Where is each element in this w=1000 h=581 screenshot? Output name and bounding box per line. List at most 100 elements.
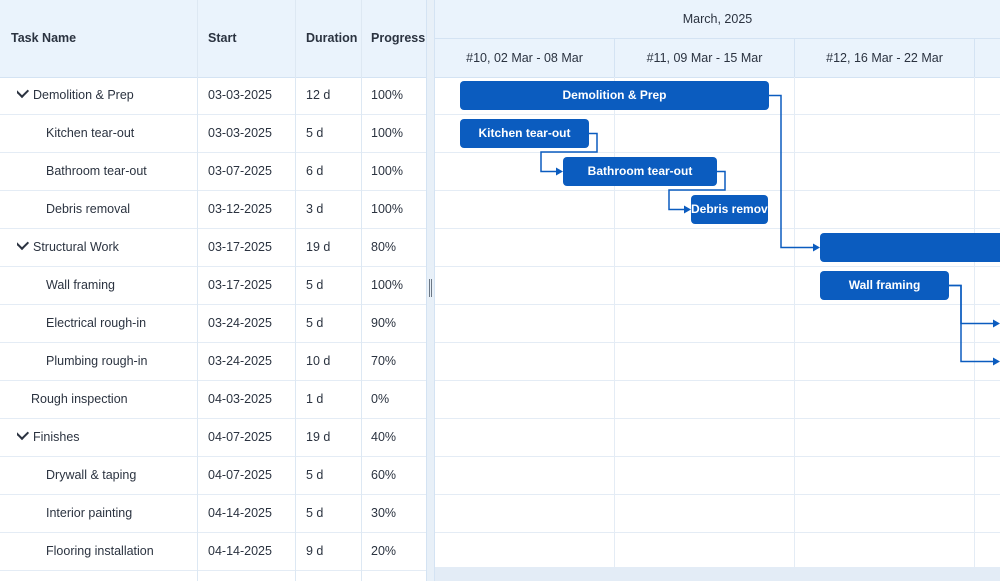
column-header-task-name[interactable]: Task Name <box>11 31 77 45</box>
horizontal-scrollbar[interactable] <box>435 567 1000 581</box>
arrow-head-icon <box>684 205 691 214</box>
timeline-row[interactable] <box>435 191 1000 229</box>
task-name-cell: Electrical rough-in <box>46 305 193 342</box>
timeline-row[interactable] <box>435 495 1000 533</box>
progress-cell: 40% <box>371 430 397 444</box>
timeline-row[interactable] <box>435 457 1000 495</box>
duration-cell: 19 d <box>306 240 331 254</box>
start-date-cell: 03-12-2025 <box>208 202 272 216</box>
start-date-cell: 04-03-2025 <box>208 392 272 406</box>
table-row[interactable]: Plumbing rough-in 03-24-2025 10 d 70% <box>0 343 426 381</box>
timeline-gridline <box>974 77 975 581</box>
dependency-link <box>668 170 726 211</box>
task-name-cell: Bathroom tear-out <box>46 153 193 190</box>
task-name-label: Finishes <box>33 430 80 444</box>
timeline-row[interactable] <box>435 229 1000 267</box>
progress-cell: 20% <box>371 544 397 558</box>
task-bar[interactable]: Wall framing <box>820 271 949 300</box>
table-row[interactable]: Demolition & Prep 03-03-2025 12 d 100% <box>0 77 426 115</box>
progress-cell: 30% <box>371 506 397 520</box>
duration-cell: 5 d <box>306 468 324 482</box>
arrow-head-icon <box>993 319 1000 328</box>
timeline-week-label: #12, 16 Mar - 22 Mar <box>794 39 974 77</box>
chevron-down-icon[interactable] <box>17 83 30 99</box>
timeline-row[interactable] <box>435 115 1000 153</box>
duration-cell: 5 d <box>306 126 324 140</box>
task-name-cell: Plumbing rough-in <box>46 343 193 380</box>
timeline-week-label <box>974 39 1000 77</box>
progress-cell: 90% <box>371 316 397 330</box>
table-row[interactable]: Bathroom tear-out 03-07-2025 6 d 100% <box>0 153 426 191</box>
timeline-week-label: #10, 02 Mar - 08 Mar <box>466 51 583 65</box>
start-date-cell: 03-07-2025 <box>208 164 272 178</box>
duration-cell: 3 d <box>306 202 324 216</box>
task-name-label: Plumbing rough-in <box>46 354 148 368</box>
column-header-progress[interactable]: Progress <box>371 31 426 45</box>
timeline-week-label: #11, 09 Mar - 15 Mar <box>614 39 794 77</box>
duration-cell: 12 d <box>306 88 331 102</box>
timeline-row[interactable] <box>435 305 1000 343</box>
task-name-cell: Demolition & Prep <box>17 77 193 114</box>
task-name-label: Flooring installation <box>46 544 154 558</box>
gantt-timeline: March, 2025 #10, 02 Mar - 08 Mar #11, 09… <box>435 0 1000 581</box>
task-name-cell: Debris removal <box>46 191 193 228</box>
duration-cell: 5 d <box>306 316 324 330</box>
dependency-link <box>769 94 818 249</box>
column-header-start[interactable]: Start <box>208 31 237 45</box>
task-name-cell: Drywall & taping <box>46 457 193 494</box>
task-name-label: Structural Work <box>33 240 119 254</box>
timeline-row[interactable] <box>435 77 1000 115</box>
progress-cell: 80% <box>371 240 397 254</box>
chevron-down-icon[interactable] <box>17 235 30 251</box>
splitter-grip-icon[interactable] <box>429 279 432 297</box>
task-bar[interactable]: Kitchen tear-out <box>460 119 589 148</box>
task-bar[interactable]: Debris removal <box>691 195 768 224</box>
table-row[interactable]: Structural Work 03-17-2025 19 d 80% <box>0 229 426 267</box>
task-name-label: Bathroom tear-out <box>46 164 147 178</box>
start-date-cell: 03-17-2025 <box>208 278 272 292</box>
timeline-gridline <box>614 77 615 581</box>
column-divider[interactable] <box>295 0 296 581</box>
table-row[interactable]: Interior painting 04-14-2025 5 d 30% <box>0 495 426 533</box>
table-row[interactable]: Flooring installation 04-14-2025 9 d 20% <box>0 533 426 571</box>
task-bar[interactable]: Demolition & Prep <box>460 81 769 110</box>
progress-cell: 100% <box>371 278 403 292</box>
table-row[interactable]: Rough inspection 04-03-2025 1 d 0% <box>0 381 426 419</box>
start-date-cell: 04-07-2025 <box>208 468 272 482</box>
start-date-cell: 03-24-2025 <box>208 354 272 368</box>
arrow-head-icon <box>813 243 820 252</box>
arrow-head-icon <box>556 167 563 176</box>
timeline-month-label: March, 2025 <box>435 0 1000 39</box>
timeline-gridline <box>794 77 795 581</box>
duration-cell: 5 d <box>306 278 324 292</box>
table-row[interactable]: Finishes 04-07-2025 19 d 40% <box>0 419 426 457</box>
task-name-label: Interior painting <box>46 506 133 520</box>
table-row[interactable]: Drywall & taping 04-07-2025 5 d 60% <box>0 457 426 495</box>
timeline-row[interactable] <box>435 343 1000 381</box>
column-divider[interactable] <box>361 0 362 581</box>
duration-cell: 6 d <box>306 164 324 178</box>
table-row[interactable]: Debris removal 03-12-2025 3 d 100% <box>0 191 426 229</box>
chevron-down-icon[interactable] <box>17 425 30 441</box>
task-name-label: Drywall & taping <box>46 468 137 482</box>
timeline-row[interactable] <box>435 381 1000 419</box>
table-row[interactable]: Wall framing 03-17-2025 5 d 100% <box>0 267 426 305</box>
panel-splitter[interactable] <box>426 0 435 581</box>
start-date-cell: 04-14-2025 <box>208 544 272 558</box>
task-name-cell: Finishes <box>17 419 193 456</box>
task-name-label: Debris removal <box>46 202 131 216</box>
duration-cell: 9 d <box>306 544 324 558</box>
table-row[interactable]: Electrical rough-in 03-24-2025 5 d 90% <box>0 305 426 343</box>
progress-cell: 70% <box>371 354 397 368</box>
table-row[interactable]: Kitchen tear-out 03-03-2025 5 d 100% <box>0 115 426 153</box>
progress-cell: 0% <box>371 392 390 406</box>
timeline-row[interactable] <box>435 267 1000 305</box>
start-date-cell: 03-24-2025 <box>208 316 272 330</box>
duration-cell: 1 d <box>306 392 324 406</box>
task-bar[interactable] <box>820 233 1000 262</box>
column-header-duration[interactable]: Duration <box>306 31 358 45</box>
task-bar[interactable]: Bathroom tear-out <box>563 157 717 186</box>
column-divider[interactable] <box>197 0 198 581</box>
timeline-row[interactable] <box>435 419 1000 457</box>
task-name-label: Electrical rough-in <box>46 316 147 330</box>
